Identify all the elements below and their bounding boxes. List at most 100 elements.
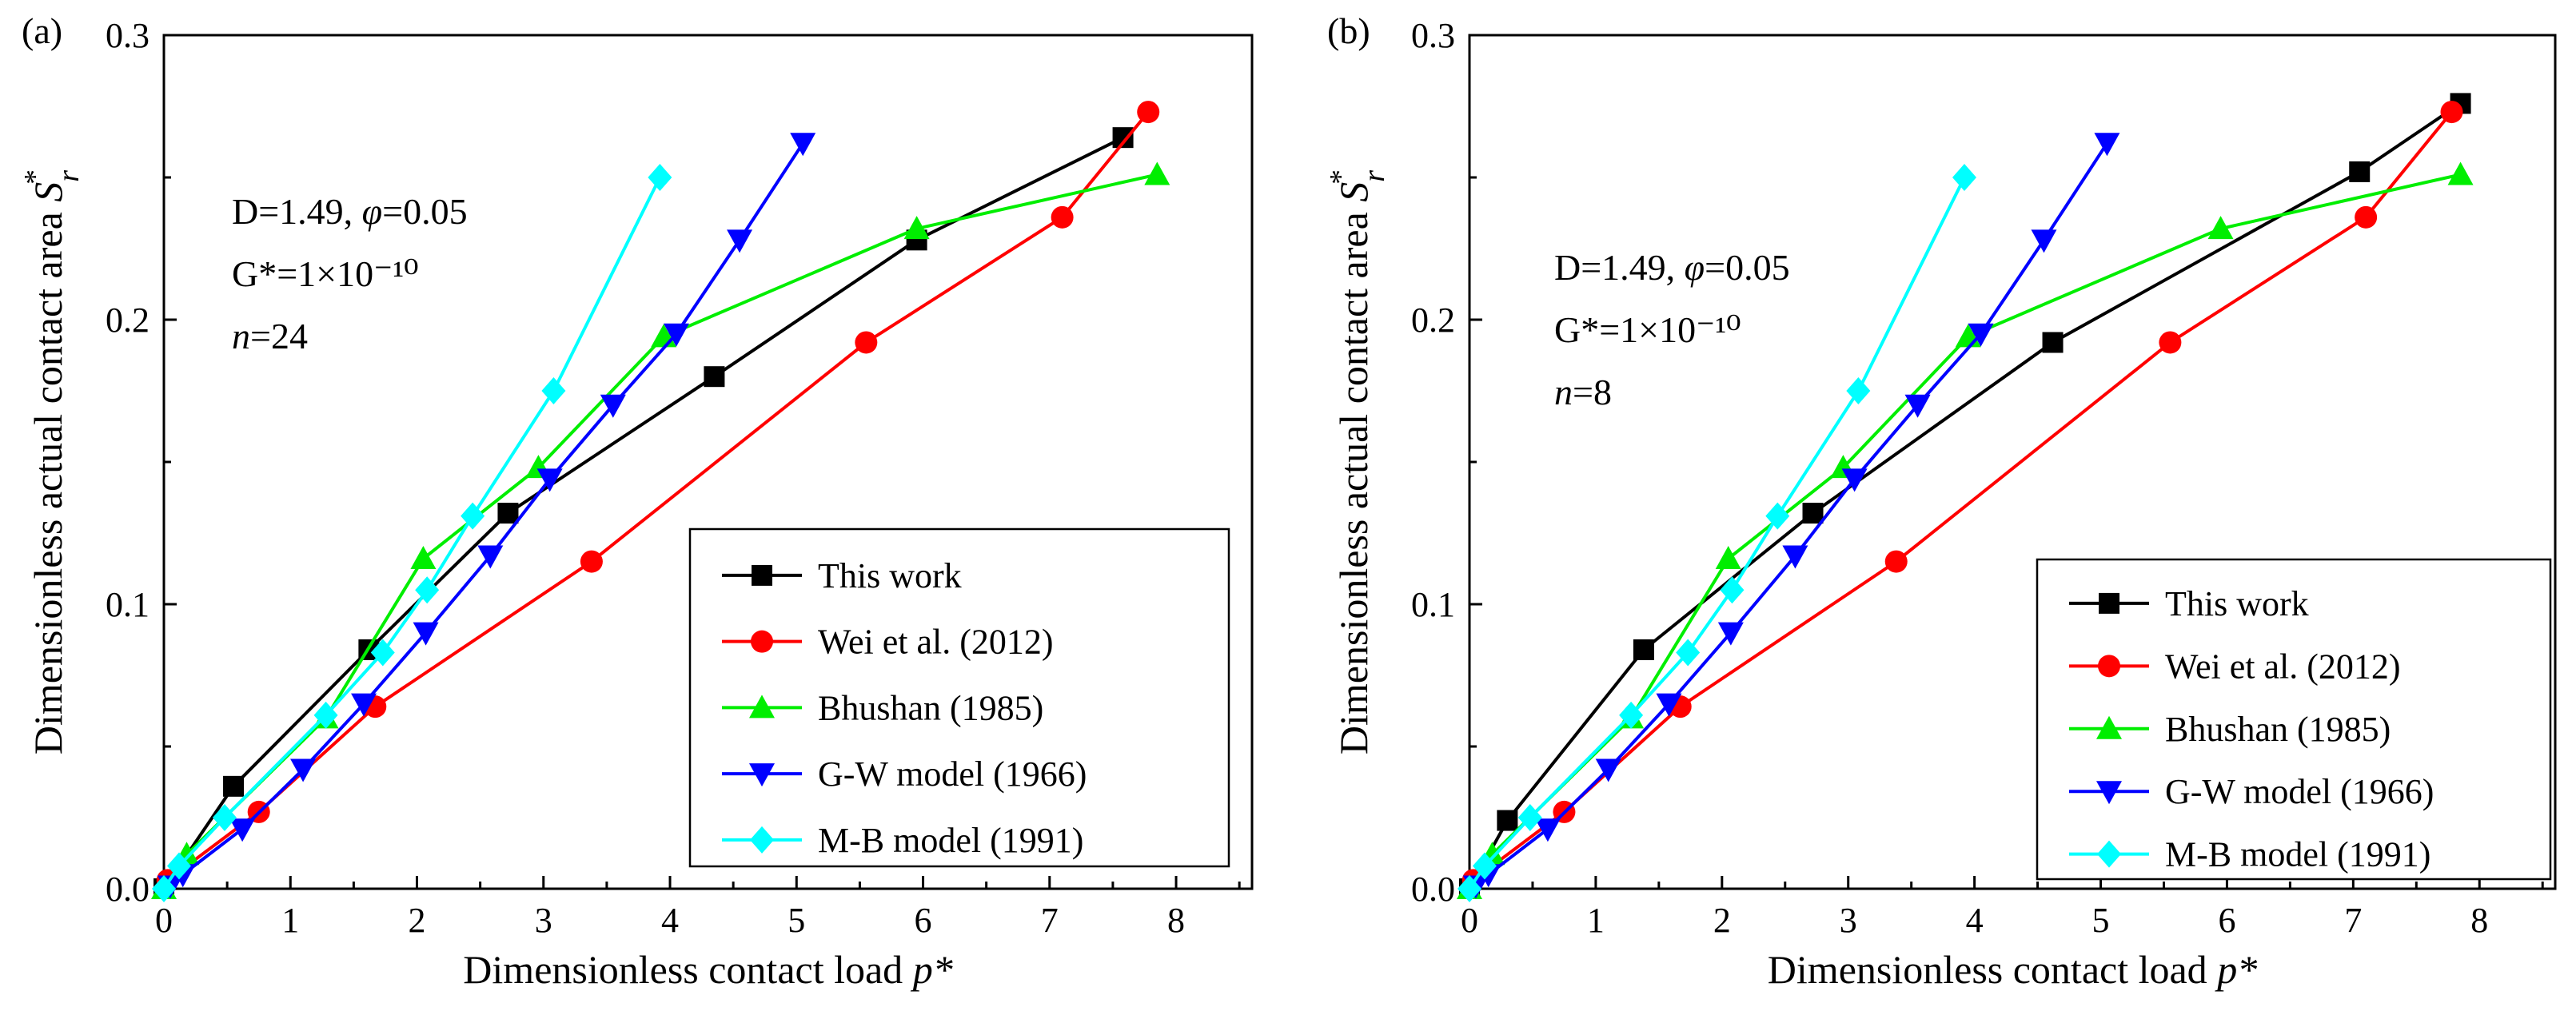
legend-marker — [2096, 781, 2122, 805]
legend-label: Wei et al. (2012) — [818, 623, 1054, 662]
x-tick-label: 4 — [661, 901, 679, 940]
data-point — [1534, 818, 1561, 842]
legend-label: G-W model (1966) — [2165, 772, 2434, 811]
panel-label: (a) — [22, 10, 62, 51]
data-point — [2094, 133, 2120, 157]
data-point — [313, 701, 338, 729]
data-point — [1595, 758, 1621, 782]
y-tick-label: 0.3 — [1411, 16, 1455, 55]
data-point — [290, 758, 317, 782]
data-point — [1137, 101, 1160, 124]
legend-label: Bhushan (1985) — [2165, 710, 2391, 749]
panel-label: (b) — [1327, 10, 1370, 51]
legend-marker — [2097, 840, 2121, 868]
series-m-b-model-1991- — [1457, 164, 1976, 902]
data-point — [2440, 101, 2463, 124]
data-point — [2355, 205, 2378, 229]
x-tick-label: 0 — [1461, 901, 1478, 940]
data-point — [790, 133, 816, 157]
legend-label: M-B model (1991) — [2165, 835, 2430, 874]
annotation-line1: D=1.49, φ=0.05 — [1554, 247, 1790, 288]
data-point — [1715, 546, 1741, 570]
series-g-w-model-1966- — [1462, 133, 2120, 899]
data-point — [2031, 229, 2057, 253]
legend-label: This work — [2165, 584, 2309, 623]
data-point — [166, 852, 191, 880]
x-tick-label: 8 — [2470, 901, 2488, 940]
x-tick-label: 7 — [1041, 901, 1059, 940]
x-tick-label: 5 — [2092, 901, 2110, 940]
data-point — [413, 622, 439, 646]
x-tick-label: 6 — [2218, 901, 2235, 940]
data-point — [1457, 875, 1481, 902]
data-point — [152, 875, 176, 902]
data-point — [2349, 161, 2371, 182]
legend-label: Wei et al. (2012) — [2165, 647, 2401, 686]
data-point — [1497, 810, 1518, 831]
legend-label: G-W model (1966) — [818, 754, 1087, 794]
data-point — [663, 323, 689, 347]
annotation-line2: G*=1×10⁻¹⁰ — [1554, 309, 1741, 350]
data-point — [370, 639, 395, 667]
annotation-line3: n=24 — [232, 316, 308, 356]
data-point — [410, 546, 437, 570]
data-point — [1656, 693, 1682, 717]
x-axis-label: Dimensionless contact load p* — [1768, 947, 2257, 992]
data-point — [223, 775, 245, 797]
x-tick-label: 1 — [281, 901, 299, 940]
data-point — [1517, 804, 1542, 831]
annotation-line3: n=8 — [1554, 372, 1612, 412]
y-tick-label: 0.1 — [1411, 585, 1455, 624]
data-point — [1802, 503, 1824, 524]
data-point — [903, 216, 930, 240]
legend-marker — [2098, 655, 2120, 678]
x-tick-label: 8 — [1167, 901, 1185, 940]
x-tick-label: 5 — [788, 901, 805, 940]
x-tick-label: 3 — [535, 901, 552, 940]
legend-label: Bhushan (1985) — [818, 688, 1043, 727]
data-point — [727, 229, 753, 253]
data-point — [497, 503, 519, 524]
data-point — [1717, 622, 1744, 646]
data-point — [1619, 701, 1644, 729]
y-tick-label: 0.0 — [1411, 870, 1455, 909]
legend-marker — [751, 630, 773, 653]
y-tick-label: 0.2 — [1411, 301, 1455, 340]
data-point — [1472, 852, 1497, 880]
legend-label: M-B model (1991) — [818, 821, 1083, 860]
legend-marker — [750, 826, 774, 854]
x-tick-label: 3 — [1840, 901, 1857, 940]
x-tick-label: 7 — [2344, 901, 2362, 940]
data-point — [600, 394, 626, 418]
chart-panel-a: 0 1 2 3 4 5 6 7 8 0.0 0.1 0.2 0.3 (a) Dimensionless co… — [18, 10, 1254, 992]
x-tick-label: 0 — [155, 901, 173, 940]
legend-box — [688, 527, 1230, 868]
data-point — [2159, 331, 2182, 354]
legend: This work Wei et al. (2012) Bhushan (1985)… — [2036, 558, 2552, 881]
data-point — [580, 550, 603, 573]
data-point — [1782, 545, 1808, 569]
series-line — [169, 142, 804, 887]
series-line — [1474, 142, 2109, 887]
data-point — [1841, 468, 1868, 492]
y-tick-label: 0.2 — [106, 301, 150, 340]
data-point — [1968, 323, 1994, 347]
legend-marker — [2099, 592, 2119, 614]
data-point — [1765, 502, 1790, 530]
data-point — [461, 502, 485, 530]
x-tick-label: 2 — [409, 901, 426, 940]
data-point — [1904, 394, 1931, 418]
legend-marker — [2096, 715, 2122, 739]
data-point — [351, 693, 377, 717]
x-tick-label: 6 — [915, 901, 932, 940]
legend-marker — [749, 763, 775, 787]
data-point — [855, 331, 878, 354]
series-m-b-model-1991- — [152, 164, 672, 902]
legend-box — [2036, 558, 2552, 881]
x-axis-label: Dimensionless contact load p* — [463, 947, 952, 992]
data-point — [1846, 377, 1871, 404]
chart-panel-b: 0 1 2 3 4 5 6 7 8 0.0 0.1 0.2 0.3 (b) Dimensionless co… — [1324, 10, 2557, 992]
data-point — [229, 818, 256, 842]
x-tick-label: 1 — [1587, 901, 1605, 940]
